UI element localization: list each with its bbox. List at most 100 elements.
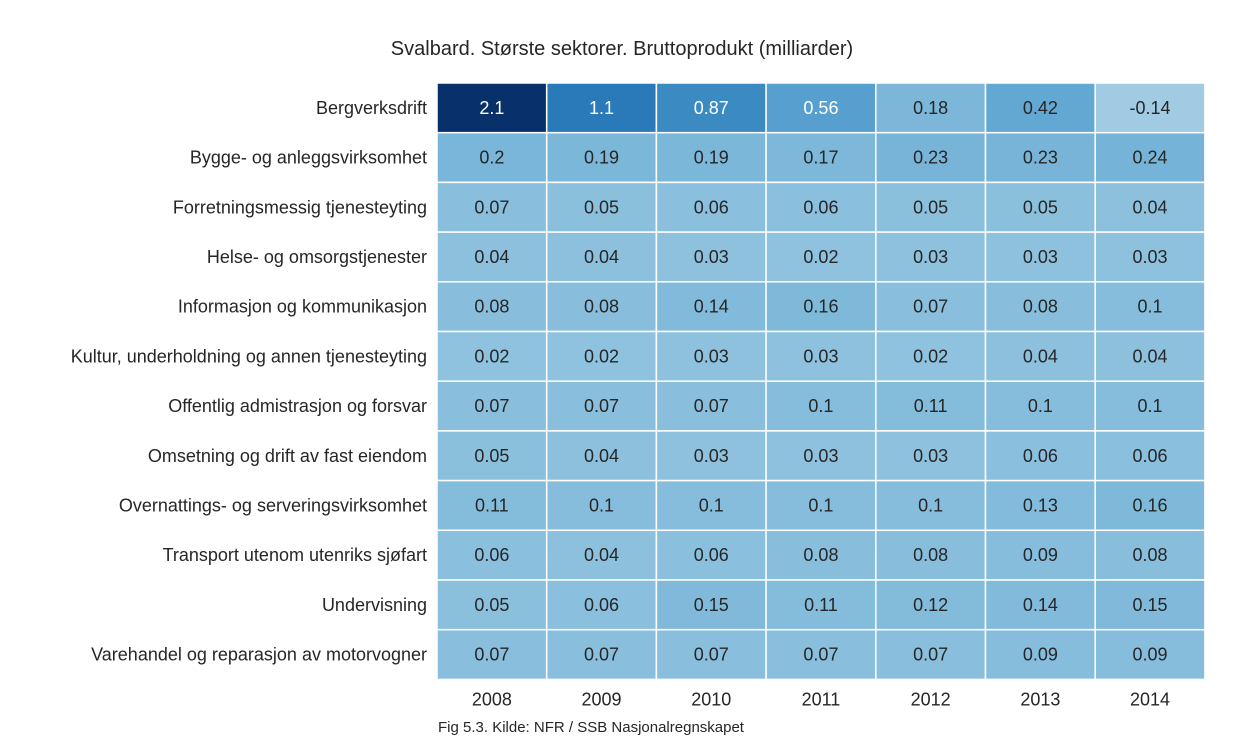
heatmap-cell <box>984 529 1096 581</box>
cell-value-label: 0.04 <box>1133 346 1168 366</box>
heatmap-cell <box>1094 579 1206 631</box>
heatmap-cell <box>984 181 1096 233</box>
heatmap-cell <box>545 628 658 681</box>
cell-value-label: 0.16 <box>803 297 838 317</box>
cell-value-label: 0.02 <box>803 247 838 267</box>
heatmap-cell <box>984 82 1096 134</box>
cell-value-label: 0.03 <box>913 446 948 466</box>
chart-title: Svalbard. Største sektorer. Bruttoproduk… <box>391 38 853 60</box>
cell-value-label: 0.09 <box>1023 645 1058 665</box>
cell-value-label: 0.07 <box>474 645 509 665</box>
cell-value-label: 0.03 <box>803 446 838 466</box>
heatmap-cell <box>545 82 658 134</box>
heatmap-cell <box>765 430 877 482</box>
cell-value-label: 0.06 <box>584 595 619 615</box>
cell-value-label: 0.1 <box>1028 396 1053 416</box>
cell-value-label: 0.87 <box>694 98 729 118</box>
heatmap-cell <box>875 330 987 382</box>
cell-value-label: 0.03 <box>694 247 729 267</box>
heatmap-cell <box>545 330 658 382</box>
row-tick-label: Overnattings- og serveringsvirksomhet <box>119 495 427 515</box>
cell-value-label: 0.14 <box>694 297 729 317</box>
cell-value-label: 0.56 <box>803 98 838 118</box>
cell-value-label: 2.1 <box>479 98 504 118</box>
cell-value-label: 0.14 <box>1023 595 1058 615</box>
cell-value-label: 0.07 <box>474 396 509 416</box>
cell-value-label: 0.07 <box>803 645 838 665</box>
heatmap-cell <box>765 579 877 631</box>
cell-value-label: 0.23 <box>1023 148 1058 168</box>
cell-value-label: 0.06 <box>474 545 509 565</box>
cell-value-label: 0.05 <box>474 446 509 466</box>
heatmap-cell <box>655 529 767 581</box>
cell-value-label: 0.08 <box>1133 545 1168 565</box>
cell-value-label: 0.09 <box>1023 545 1058 565</box>
row-tick-label: Bygge- og anleggsvirksomhet <box>190 148 427 168</box>
cell-value-label: 0.09 <box>1133 645 1168 665</box>
cell-value-label: 0.04 <box>474 247 509 267</box>
row-tick-label: Helse- og omsorgstjenester <box>207 247 427 267</box>
cell-value-label: 0.04 <box>584 446 619 466</box>
heatmap-cell <box>545 430 658 482</box>
cell-value-label: 0.08 <box>1023 297 1058 317</box>
cell-value-label: 0.03 <box>694 446 729 466</box>
heatmap-cell <box>655 131 767 184</box>
row-tick-label: Forretningsmessig tjenesteyting <box>173 197 427 217</box>
cell-value-label: 0.11 <box>914 396 948 416</box>
heatmap-cell <box>765 380 877 432</box>
column-tick-label: 2009 <box>582 689 622 709</box>
cell-value-label: 0.24 <box>1133 148 1168 168</box>
cell-value-label: 0.1 <box>1138 297 1163 317</box>
cell-value-label: 0.08 <box>474 297 509 317</box>
heatmap-cell <box>436 529 548 581</box>
column-tick-label: 2013 <box>1020 689 1060 709</box>
heatmap-cell <box>1094 181 1206 233</box>
cell-value-label: 0.2 <box>479 148 504 168</box>
row-tick-label: Undervisning <box>322 595 427 615</box>
cell-value-label: 0.07 <box>694 396 729 416</box>
row-tick-label: Offentlig admistrasjon og forsvar <box>168 396 427 416</box>
cell-value-label: 0.02 <box>913 346 948 366</box>
cell-value-label: 0.05 <box>474 595 509 615</box>
cell-value-label: 0.05 <box>584 197 619 217</box>
heatmap-cell <box>436 131 548 184</box>
cell-value-label: 0.18 <box>913 98 948 118</box>
cell-value-label: 0.07 <box>913 645 948 665</box>
cell-value-label: 0.08 <box>803 545 838 565</box>
heatmap-cell <box>765 529 877 581</box>
cell-value-label: 0.06 <box>1133 446 1168 466</box>
row-labels: Bergverksdrift Bygge- og anleggsvirksomhe… <box>71 98 427 665</box>
row-tick-label: Bergverksdrift <box>316 98 427 118</box>
cell-value-label: 0.08 <box>584 297 619 317</box>
cell-value-label: 0.05 <box>1023 197 1058 217</box>
cell-value-label: 0.19 <box>694 148 729 168</box>
heatmap-cell <box>984 231 1096 283</box>
heatmap-cell <box>984 430 1096 482</box>
cell-value-label: 0.13 <box>1023 495 1058 515</box>
column-tick-label: 2012 <box>911 689 951 709</box>
heatmap-cell <box>875 131 987 184</box>
heatmap-cell <box>545 181 658 233</box>
heatmap-cell <box>875 181 987 233</box>
heatmap-cell <box>1094 330 1206 382</box>
cell-value-label: 0.03 <box>694 346 729 366</box>
column-tick-label: 2010 <box>691 689 731 709</box>
cell-value-label: 0.03 <box>803 346 838 366</box>
cell-value-label: 0.06 <box>1023 446 1058 466</box>
heatmap-cell <box>765 628 877 681</box>
heatmap-cell <box>875 628 987 681</box>
cell-value-label: 0.1 <box>589 495 614 515</box>
cell-value-label: 0.04 <box>584 545 619 565</box>
heatmap-cell <box>875 529 987 581</box>
cell-value-label: 0.16 <box>1133 495 1168 515</box>
heatmap-cell <box>655 281 767 333</box>
heatmap-cell <box>765 181 877 233</box>
cell-value-label: 0.42 <box>1023 98 1058 118</box>
cell-value-label: 0.17 <box>803 148 838 168</box>
heatmap-cell <box>765 330 877 382</box>
row-tick-label: Varehandel og reparasjon av motorvogner <box>91 645 427 665</box>
heatmap-cells: 2.1 1.1 0.87 0.56 0.18 0.42 -0.14 0.2 0.19 0.19 0.… <box>436 82 1206 681</box>
row-tick-label: Kultur, underholdning og annen tjenestey… <box>71 346 427 366</box>
heatmap-cell <box>655 579 767 631</box>
heatmap-cell <box>1094 628 1206 681</box>
